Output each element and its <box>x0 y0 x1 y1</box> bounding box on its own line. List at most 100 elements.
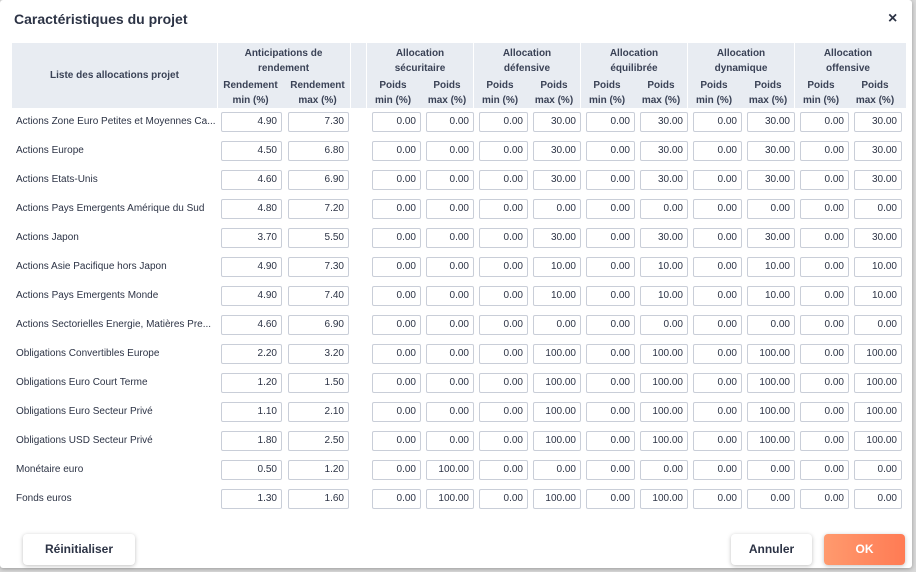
value-input[interactable]: 0.00 <box>479 199 528 219</box>
value-input[interactable]: 0.00 <box>426 141 474 161</box>
value-input[interactable]: 0.00 <box>479 315 528 335</box>
value-input[interactable]: 0.00 <box>479 344 528 364</box>
value-input[interactable]: 0.00 <box>693 460 742 480</box>
value-input[interactable]: 0.00 <box>693 141 742 161</box>
value-input[interactable]: 10.00 <box>533 286 581 306</box>
value-input[interactable]: 0.00 <box>426 257 474 277</box>
close-button[interactable]: × <box>888 10 898 27</box>
value-input[interactable]: 100.00 <box>747 373 795 393</box>
value-input[interactable]: 0.00 <box>747 460 795 480</box>
value-input[interactable]: 30.00 <box>533 112 581 132</box>
value-input[interactable]: 1.20 <box>288 460 349 480</box>
value-input[interactable]: 100.00 <box>640 402 688 422</box>
value-input[interactable]: 0.00 <box>426 344 474 364</box>
value-input[interactable]: 100.00 <box>640 344 688 364</box>
value-input[interactable]: 0.00 <box>693 431 742 451</box>
value-input[interactable]: 0.00 <box>800 402 849 422</box>
value-input[interactable]: 4.80 <box>221 199 282 219</box>
value-input[interactable]: 0.00 <box>586 112 635 132</box>
value-input[interactable]: 0.00 <box>372 257 421 277</box>
value-input[interactable]: 0.00 <box>693 315 742 335</box>
value-input[interactable]: 2.10 <box>288 402 349 422</box>
value-input[interactable]: 30.00 <box>854 141 902 161</box>
value-input[interactable]: 30.00 <box>854 170 902 190</box>
value-input[interactable]: 0.00 <box>372 402 421 422</box>
value-input[interactable]: 0.00 <box>747 489 795 509</box>
value-input[interactable]: 10.00 <box>640 257 688 277</box>
value-input[interactable]: 30.00 <box>747 170 795 190</box>
value-input[interactable]: 30.00 <box>640 170 688 190</box>
value-input[interactable]: 4.60 <box>221 315 282 335</box>
value-input[interactable]: 2.20 <box>221 344 282 364</box>
value-input[interactable]: 0.00 <box>693 402 742 422</box>
value-input[interactable]: 100.00 <box>640 431 688 451</box>
value-input[interactable]: 30.00 <box>640 228 688 248</box>
value-input[interactable]: 0.00 <box>479 170 528 190</box>
value-input[interactable]: 3.20 <box>288 344 349 364</box>
value-input[interactable]: 0.00 <box>586 460 635 480</box>
value-input[interactable]: 0.00 <box>693 373 742 393</box>
value-input[interactable]: 1.80 <box>221 431 282 451</box>
value-input[interactable]: 0.00 <box>426 112 474 132</box>
value-input[interactable]: 0.00 <box>372 373 421 393</box>
value-input[interactable]: 100.00 <box>854 373 902 393</box>
value-input[interactable]: 0.00 <box>372 344 421 364</box>
value-input[interactable]: 0.00 <box>479 257 528 277</box>
value-input[interactable]: 0.00 <box>800 112 849 132</box>
value-input[interactable]: 0.00 <box>693 489 742 509</box>
value-input[interactable]: 30.00 <box>533 141 581 161</box>
value-input[interactable]: 30.00 <box>747 112 795 132</box>
value-input[interactable]: 0.00 <box>479 431 528 451</box>
value-input[interactable]: 0.00 <box>586 373 635 393</box>
value-input[interactable]: 1.10 <box>221 402 282 422</box>
value-input[interactable]: 100.00 <box>533 402 581 422</box>
value-input[interactable]: 100.00 <box>854 402 902 422</box>
value-input[interactable]: 0.00 <box>800 228 849 248</box>
value-input[interactable]: 5.50 <box>288 228 349 248</box>
value-input[interactable]: 100.00 <box>854 431 902 451</box>
value-input[interactable]: 0.00 <box>533 460 581 480</box>
value-input[interactable]: 0.00 <box>426 199 474 219</box>
value-input[interactable]: 4.60 <box>221 170 282 190</box>
value-input[interactable]: 10.00 <box>747 257 795 277</box>
value-input[interactable]: 100.00 <box>747 431 795 451</box>
value-input[interactable]: 30.00 <box>533 228 581 248</box>
value-input[interactable]: 0.00 <box>479 286 528 306</box>
value-input[interactable]: 0.00 <box>586 199 635 219</box>
value-input[interactable]: 1.30 <box>221 489 282 509</box>
value-input[interactable]: 10.00 <box>854 286 902 306</box>
value-input[interactable]: 0.00 <box>426 170 474 190</box>
value-input[interactable]: 0.00 <box>640 199 688 219</box>
value-input[interactable]: 100.00 <box>747 344 795 364</box>
value-input[interactable]: 0.00 <box>372 112 421 132</box>
value-input[interactable]: 0.00 <box>640 315 688 335</box>
value-input[interactable]: 6.80 <box>288 141 349 161</box>
value-input[interactable]: 10.00 <box>747 286 795 306</box>
value-input[interactable]: 7.30 <box>288 257 349 277</box>
value-input[interactable]: 0.00 <box>372 315 421 335</box>
value-input[interactable]: 100.00 <box>533 489 581 509</box>
value-input[interactable]: 0.00 <box>640 460 688 480</box>
value-input[interactable]: 0.00 <box>693 228 742 248</box>
value-input[interactable]: 0.00 <box>372 489 421 509</box>
value-input[interactable]: 0.00 <box>800 344 849 364</box>
value-input[interactable]: 0.00 <box>372 431 421 451</box>
value-input[interactable]: 0.00 <box>800 199 849 219</box>
value-input[interactable]: 0.00 <box>747 199 795 219</box>
value-input[interactable]: 0.00 <box>586 257 635 277</box>
value-input[interactable]: 0.00 <box>426 315 474 335</box>
value-input[interactable]: 30.00 <box>747 228 795 248</box>
value-input[interactable]: 0.00 <box>426 402 474 422</box>
value-input[interactable]: 1.60 <box>288 489 349 509</box>
value-input[interactable]: 0.00 <box>586 431 635 451</box>
value-input[interactable]: 0.00 <box>479 460 528 480</box>
value-input[interactable]: 0.00 <box>372 460 421 480</box>
value-input[interactable]: 7.20 <box>288 199 349 219</box>
value-input[interactable]: 7.40 <box>288 286 349 306</box>
value-input[interactable]: 0.00 <box>800 257 849 277</box>
value-input[interactable]: 0.00 <box>800 141 849 161</box>
value-input[interactable]: 7.30 <box>288 112 349 132</box>
value-input[interactable]: 0.00 <box>372 199 421 219</box>
value-input[interactable]: 0.00 <box>586 228 635 248</box>
value-input[interactable]: 0.00 <box>426 431 474 451</box>
